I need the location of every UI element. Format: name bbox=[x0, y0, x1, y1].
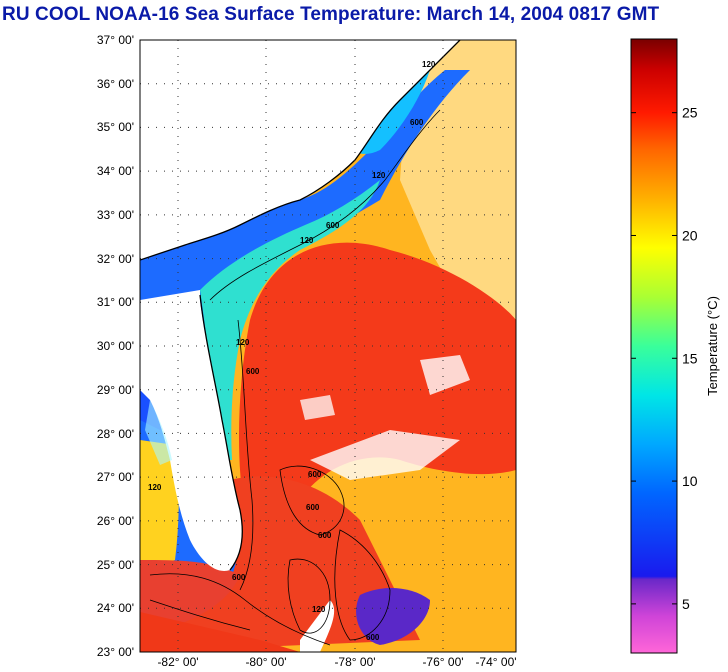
lon-tick-label: -76° 00' bbox=[422, 655, 463, 669]
sst-image: 120 600 120 600 120 600 120 600 600 600 … bbox=[140, 40, 516, 652]
contour-label: 600 bbox=[410, 118, 424, 127]
lat-tick-label: 26° 00' bbox=[97, 514, 134, 528]
contour-label: 600 bbox=[326, 221, 340, 230]
lat-tick-label: 24° 00' bbox=[97, 601, 134, 615]
contour-label: 600 bbox=[232, 573, 246, 582]
lat-tick-label: 27° 00' bbox=[97, 470, 134, 484]
lon-tick-label: -82° 00' bbox=[157, 655, 198, 669]
lat-tick-label: 32° 00' bbox=[97, 252, 134, 266]
contour-label: 120 bbox=[422, 60, 436, 69]
colorbar-tick-label: 15 bbox=[682, 350, 698, 366]
contour-label: 600 bbox=[306, 503, 320, 512]
colorbar-scale bbox=[630, 38, 678, 654]
colorbar-tick-label: 25 bbox=[682, 105, 698, 121]
colorbar-tick-label: 20 bbox=[682, 227, 698, 243]
colorbar: 25 20 15 10 5 Temperature (°C) bbox=[630, 38, 720, 654]
contour-label: 120 bbox=[236, 338, 250, 347]
lat-tick-label: 31° 00' bbox=[97, 295, 134, 309]
contour-label: 600 bbox=[308, 470, 322, 479]
lat-tick-label: 30° 00' bbox=[97, 339, 134, 353]
lat-tick-label: 34° 00' bbox=[97, 164, 134, 178]
map-frame bbox=[139, 39, 517, 653]
lat-tick-label: 37° 00' bbox=[97, 33, 134, 47]
lat-tick-label: 36° 00' bbox=[97, 77, 134, 91]
contour-label: 120 bbox=[148, 483, 162, 492]
lat-tick-label: 29° 00' bbox=[97, 383, 134, 397]
lon-axis: -82° 00' -80° 00' -78° 00' -76° 00' -74°… bbox=[157, 655, 516, 669]
contour-label: 120 bbox=[312, 605, 326, 614]
map-title: RU COOL NOAA-16 Sea Surface Temperature:… bbox=[2, 4, 660, 25]
lat-tick-label: 33° 00' bbox=[97, 208, 134, 222]
lat-tick-label: 35° 00' bbox=[97, 120, 134, 134]
lon-tick-label: -80° 00' bbox=[245, 655, 286, 669]
colorbar-label: Temperature (°C) bbox=[705, 296, 720, 396]
colorbar-tick-label: 5 bbox=[682, 596, 690, 612]
contour-label: 120 bbox=[372, 171, 386, 180]
lat-tick-label: 28° 00' bbox=[97, 427, 134, 441]
lon-tick-label: -78° 00' bbox=[334, 655, 375, 669]
contour-label: 600 bbox=[366, 633, 380, 642]
colorbar-ticks: 25 20 15 10 5 bbox=[631, 105, 698, 612]
lat-tick-label: 25° 00' bbox=[97, 558, 134, 572]
contour-label: 120 bbox=[300, 236, 314, 245]
lat-axis: 37° 00' 36° 00' 35° 00' 34° 00' 33° 00' … bbox=[97, 33, 134, 659]
lat-tick-label: 23° 00' bbox=[97, 645, 134, 659]
contour-label: 600 bbox=[318, 531, 332, 540]
contour-label: 600 bbox=[246, 367, 260, 376]
lon-tick-label: -74° 00' bbox=[475, 655, 516, 669]
colorbar-tick-label: 10 bbox=[682, 473, 698, 489]
